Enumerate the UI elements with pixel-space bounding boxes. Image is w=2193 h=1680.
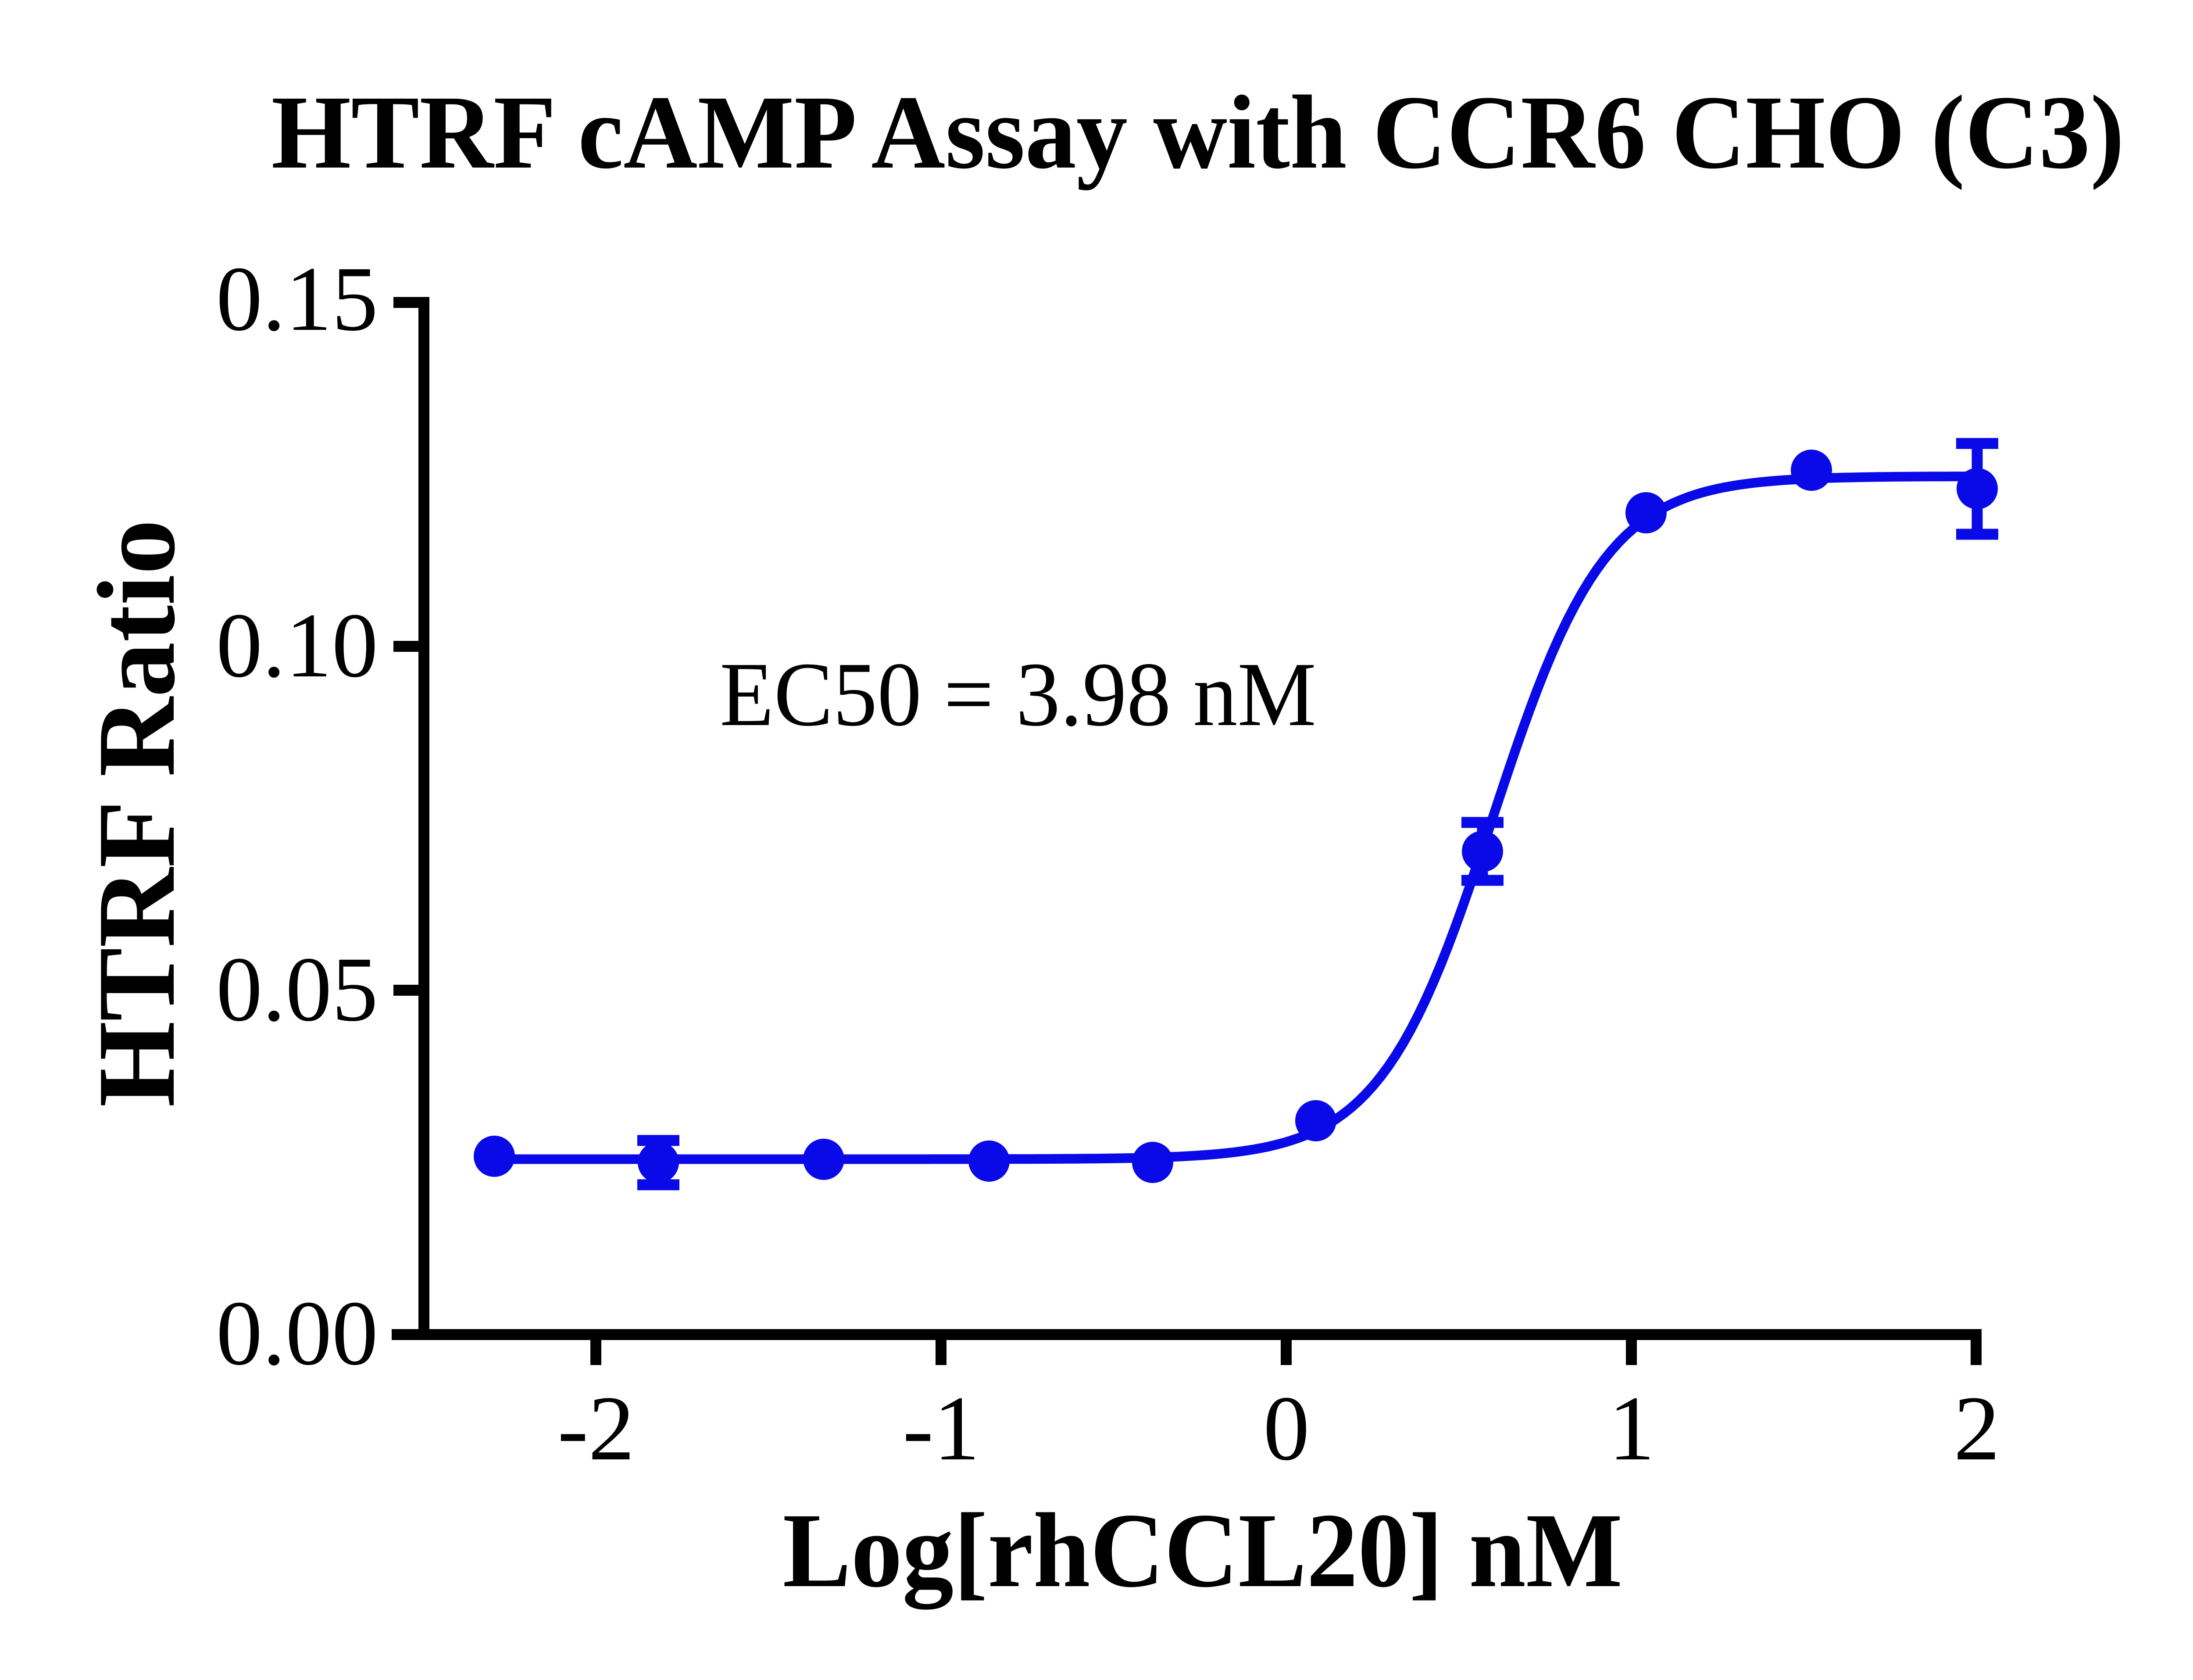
svg-text:Log[rhCCL20] nM: Log[rhCCL20] nM [783, 1491, 1623, 1610]
svg-text:HTRF cAMP Assay with CCR6 CHO: HTRF cAMP Assay with CCR6 CHO (C3) [271, 74, 2125, 190]
svg-text:1: 1 [1608, 1377, 1655, 1480]
svg-text:0.05: 0.05 [216, 938, 378, 1040]
svg-text:-1: -1 [903, 1377, 980, 1480]
svg-text:HTRF Ratio: HTRF Ratio [75, 519, 198, 1107]
svg-text:-2: -2 [557, 1377, 635, 1480]
svg-text:0: 0 [1263, 1377, 1310, 1480]
svg-text:0.10: 0.10 [216, 594, 378, 697]
svg-text:0.00: 0.00 [216, 1282, 378, 1384]
svg-text:2: 2 [1954, 1377, 2000, 1480]
svg-text:EC50 = 3.98 nM: EC50 = 3.98 nM [720, 644, 1316, 745]
svg-text:0.15: 0.15 [216, 247, 378, 350]
